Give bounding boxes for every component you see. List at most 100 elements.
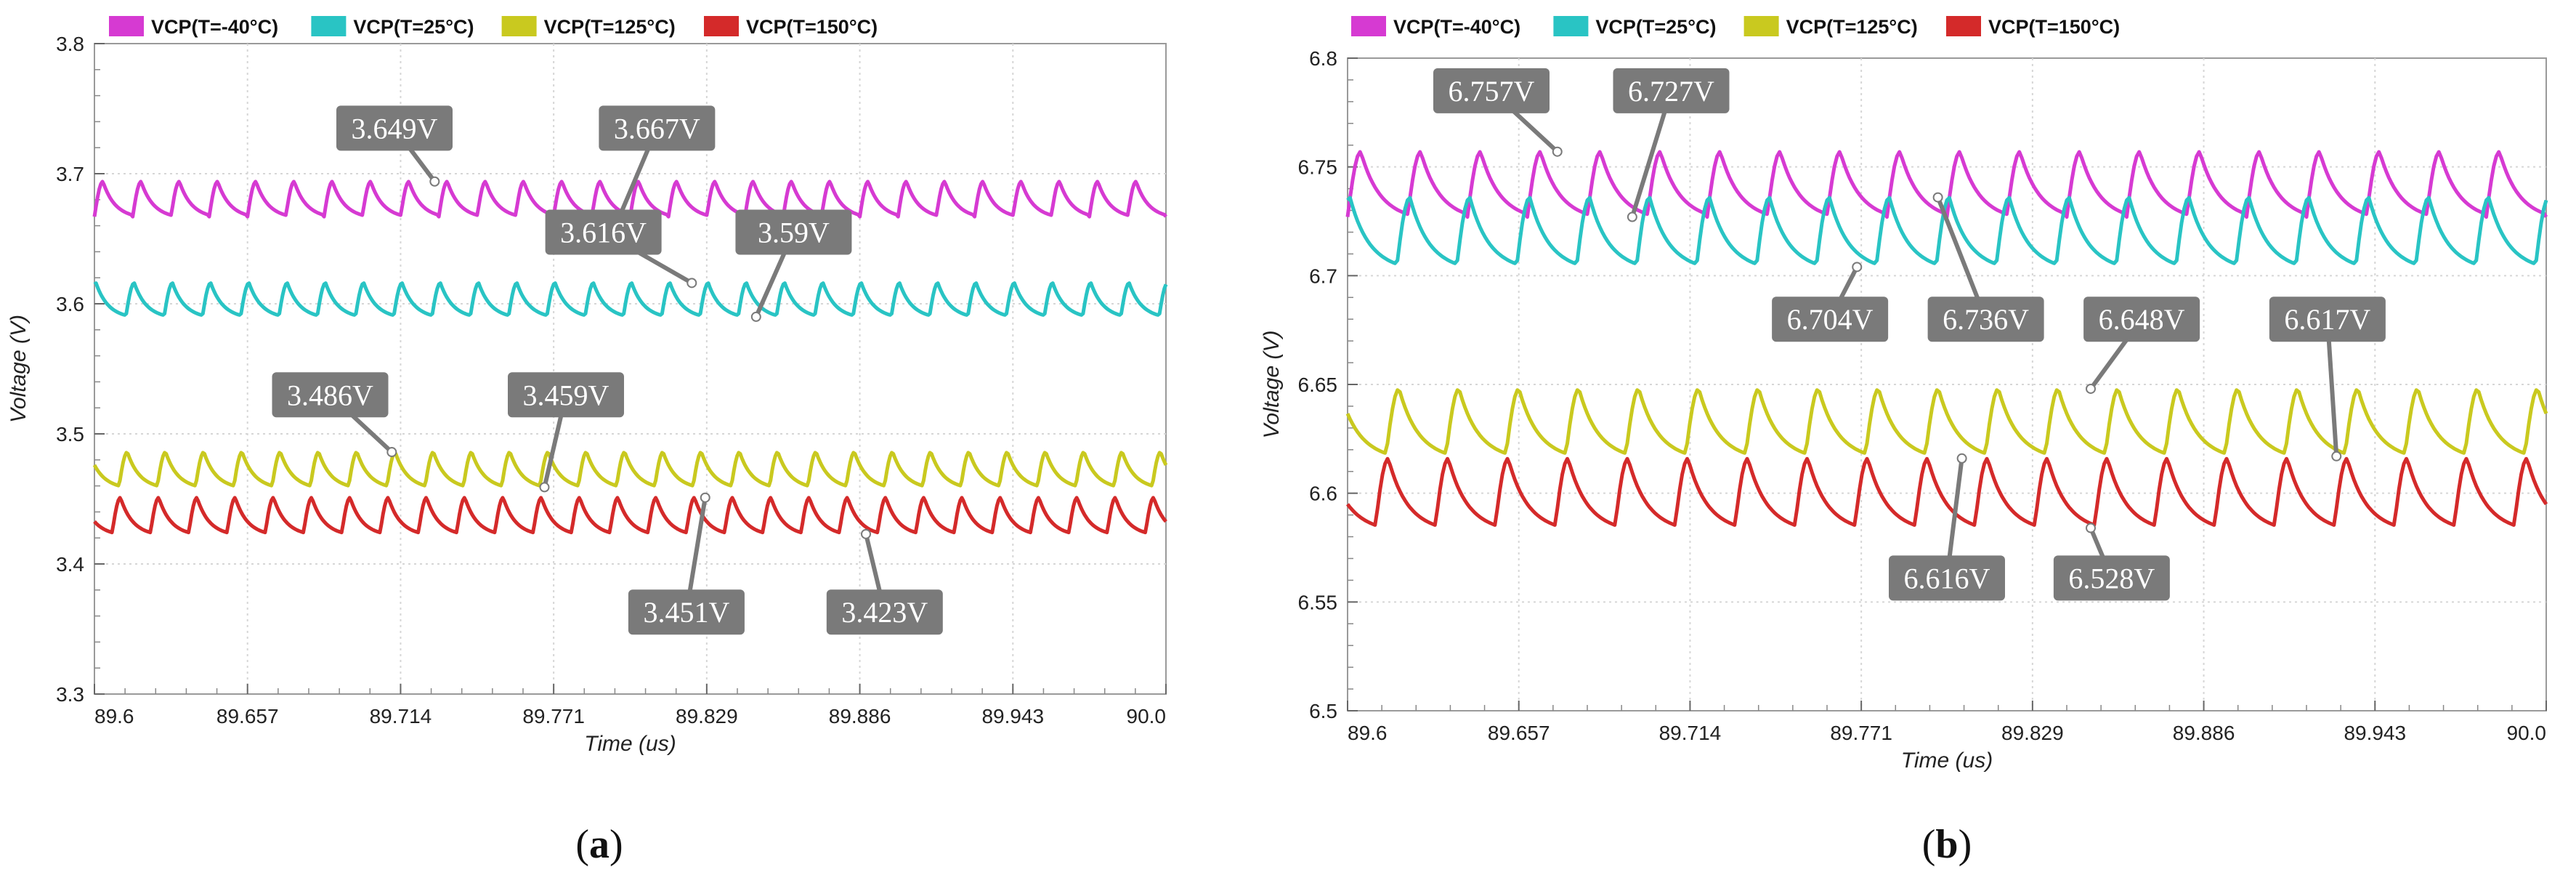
series-line (93, 281, 1168, 317)
callout-marker (1852, 262, 1863, 273)
y-tick-label: 3.4 (56, 553, 84, 576)
callout-label: 6.704V (1787, 303, 1874, 336)
y-tick-label: 6.55 (1298, 591, 1338, 613)
y-tick-label: 3.8 (56, 33, 84, 55)
x-tick-label: 89.943 (2344, 722, 2406, 744)
x-tick-label: 89.771 (1830, 722, 1892, 744)
callout-marker (2086, 523, 2096, 533)
y-axis-label: Voltage (V) (1260, 331, 1284, 439)
legend-swatch (704, 16, 739, 36)
series-line (1345, 388, 2548, 455)
x-tick-label: 89.6 (94, 705, 134, 727)
legend-swatch (1946, 16, 1981, 36)
legend-swatch (109, 16, 144, 36)
y-tick-label: 6.7 (1309, 265, 1337, 287)
callout-box (735, 209, 852, 255)
x-tick-label: 89.714 (1659, 722, 1722, 744)
callout-marker (861, 528, 871, 539)
x-tick-label: 89.6 (1348, 722, 1388, 744)
legend-swatch (1743, 16, 1779, 36)
callout-marker (2086, 383, 2096, 394)
y-tick-label: 6.75 (1298, 156, 1338, 179)
x-tick-label: 89.657 (1488, 722, 1550, 744)
callout-box (599, 105, 716, 151)
legend-label: VCP(T=25°C) (1595, 16, 1716, 38)
callout-box (545, 209, 662, 255)
x-tick-label: 90.0 (1127, 705, 1167, 727)
chart-panel-b: 6.5 6.55 6.6 6.65 6.7 6.75 6.8 89.6 89.657 89.714… (1260, 16, 2548, 867)
callout-box (1613, 68, 1730, 113)
x-tick-label: 90.0 (2507, 722, 2547, 744)
callout-label: 3.423V (841, 596, 928, 629)
legend-label: VCP(T=150°C) (1988, 16, 2120, 38)
callout-label: 3.649V (352, 112, 438, 145)
callout-label: 3.667V (614, 112, 700, 145)
legend-swatch (1351, 16, 1386, 36)
y-tick-label: 6.8 (1309, 47, 1337, 70)
x-tick-label: 89.771 (522, 705, 585, 727)
callout-marker (750, 311, 761, 322)
callout-label: 6.617V (2284, 303, 2370, 336)
callout-label: 6.736V (1943, 303, 2029, 336)
callout-label: 3.486V (287, 379, 373, 411)
callout-marker (1627, 211, 1637, 222)
series-line (1346, 195, 2548, 265)
callout-marker (1956, 453, 1967, 464)
callout-box (826, 589, 943, 635)
callout-label: 6.616V (1904, 562, 1990, 594)
callout-box (2053, 555, 2170, 601)
callout-marker (686, 278, 697, 289)
legend-label: VCP(T=-40°C) (1393, 16, 1520, 38)
x-tick-label: 89.886 (2173, 722, 2235, 744)
series-line (92, 451, 1168, 488)
x-tick-label: 89.943 (981, 705, 1044, 727)
x-tick-label: 89.657 (216, 705, 279, 727)
legend-label: VCP(T=125°C) (1786, 16, 1918, 38)
series-line (1346, 456, 2548, 527)
callout-label: 6.528V (2068, 562, 2155, 594)
legend-swatch (1553, 16, 1589, 36)
plot-area (94, 43, 1167, 695)
y-tick-label: 3.3 (56, 683, 84, 706)
legend-label: VCP(T=125°C) (544, 16, 676, 38)
y-tick-label: 3.7 (56, 163, 84, 185)
callout-box (2083, 297, 2200, 342)
legend-swatch (501, 16, 537, 36)
callout-label: 6.727V (1628, 75, 1714, 108)
legend-label: VCP(T=-40°C) (151, 16, 278, 38)
x-tick-label: 89.714 (370, 705, 432, 727)
callout-label: 3.59V (758, 217, 830, 249)
y-tick-label: 6.6 (1309, 483, 1337, 505)
callout-marker (539, 482, 550, 493)
callout-box (628, 589, 745, 635)
callout-box (1889, 555, 2005, 601)
callout-marker (2331, 451, 2342, 461)
callout-marker (429, 176, 440, 187)
x-axis-label: Time (us) (1901, 749, 1993, 773)
y-axis-label: Voltage (V) (7, 315, 31, 423)
callout-marker (1552, 146, 1563, 157)
legend-swatch (311, 16, 347, 36)
y-tick-label: 3.6 (56, 293, 84, 315)
legend-label: VCP(T=25°C) (353, 16, 474, 38)
callout-box (1433, 68, 1550, 113)
callout-label: 6.757V (1449, 75, 1535, 108)
callout-box (336, 105, 453, 151)
x-tick-label: 89.886 (829, 705, 891, 727)
series-line (93, 496, 1167, 535)
y-tick-label: 6.5 (1309, 700, 1337, 722)
callout-marker (700, 492, 710, 503)
callout-pointer (2325, 319, 2339, 456)
callout-label: 3.451V (643, 596, 729, 629)
callout-box (1772, 297, 1889, 342)
callout-label: 3.616V (560, 217, 647, 249)
legend-label: VCP(T=150°C) (746, 16, 878, 38)
x-axis-label: Time (us) (584, 732, 676, 756)
chart-panel-a: 3.3 3.4 3.5 3.6 3.7 3.8 89.6 89.657 89.714 89.771… (7, 16, 1168, 867)
y-tick-label: 3.5 (56, 423, 84, 445)
panel-label: (a) (575, 822, 623, 867)
callout-marker (386, 447, 397, 458)
callout-label: 3.459V (523, 379, 609, 411)
x-tick-label: 89.829 (2001, 722, 2064, 744)
